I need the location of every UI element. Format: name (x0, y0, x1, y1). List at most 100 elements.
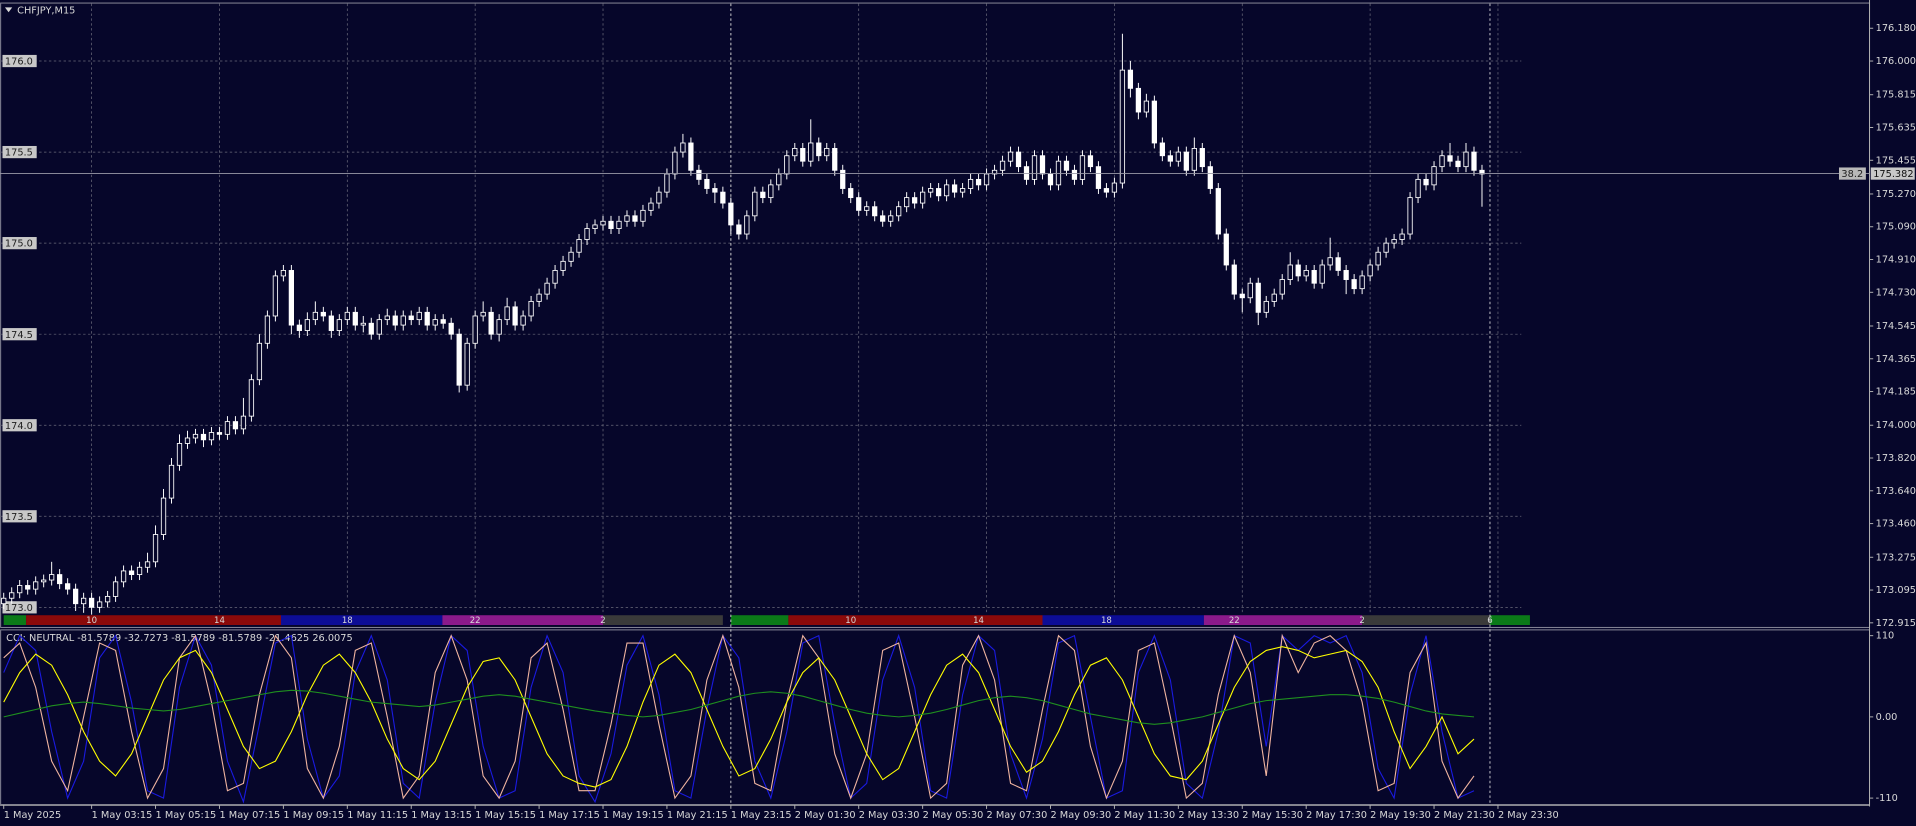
candle-body (160, 497, 167, 535)
x-tick-label: 1 May 23:15 (731, 810, 792, 821)
candle-body (1359, 275, 1365, 290)
candle-body (1, 597, 7, 605)
candle-body (1119, 69, 1126, 184)
candle-body (1183, 151, 1189, 171)
y-tick-label: 174.545 (1876, 321, 1916, 332)
candle-body (736, 224, 742, 235)
session-label: 14 (214, 616, 225, 626)
grid-label: 173.5 (5, 512, 33, 523)
y-tick-label: 174.000 (1876, 420, 1916, 431)
candle-body (1367, 264, 1373, 277)
candle-body (951, 184, 958, 193)
candle-body (656, 191, 662, 204)
candle-body (1199, 148, 1205, 168)
candle-body (152, 534, 159, 563)
x-tick-label: 2 May 17:30 (1306, 810, 1367, 821)
y-tick-label: 175.090 (1876, 222, 1916, 233)
candle-body (432, 319, 438, 326)
candle-body (552, 270, 558, 284)
candle-body (1423, 178, 1429, 186)
grid-label: 175.5 (5, 148, 33, 159)
candle-body (1415, 178, 1421, 199)
session-label: 2 (600, 616, 605, 626)
x-tick-label: 1 May 2025 (4, 810, 61, 821)
candle-body (1399, 233, 1405, 240)
candle-body (840, 169, 846, 189)
grid-label: 173.0 (5, 603, 33, 614)
candle-body (416, 311, 422, 321)
candle-body (352, 311, 358, 326)
candle-body (480, 311, 486, 317)
x-tick-label: 2 May 03:30 (859, 810, 920, 821)
candle-body (896, 206, 902, 217)
y-tick-label: 173.640 (1876, 486, 1916, 497)
candle-body (1255, 282, 1261, 313)
candle-body (216, 432, 223, 435)
candle-body (120, 570, 127, 583)
candle-body (288, 270, 295, 326)
candle-body (1471, 151, 1477, 171)
candle-body (392, 315, 398, 326)
candle-body (424, 311, 430, 326)
x-tick-label: 2 May 23:30 (1498, 810, 1559, 821)
menu-arrow[interactable] (4, 7, 13, 13)
candle-body (328, 315, 334, 331)
candle-body (720, 191, 726, 204)
candle-body (80, 597, 87, 605)
candle-body (1023, 166, 1030, 180)
candle-body (943, 184, 950, 197)
candle-body (1087, 155, 1094, 168)
candle-body (1071, 169, 1078, 180)
candle-body (1231, 264, 1237, 295)
session-label: 18 (1101, 616, 1112, 626)
candle-body (760, 191, 766, 199)
candle-body (1191, 148, 1197, 171)
candle-body (1223, 233, 1229, 266)
candle-body (592, 224, 598, 229)
session-label: 22 (470, 616, 481, 626)
candle-body (664, 173, 670, 193)
y-tick-label: 174.910 (1876, 255, 1916, 266)
chart-title: CHFJPY,M15 (17, 5, 75, 16)
candle-body (368, 322, 374, 335)
candle-body (264, 315, 271, 344)
grid-label-box (2, 328, 37, 341)
candle-body (1431, 166, 1437, 186)
candle-body (1447, 155, 1453, 162)
y-tick-label: 110 (1876, 631, 1895, 642)
candle-body (1247, 282, 1253, 299)
candle-body (1455, 160, 1461, 168)
candle-body (336, 319, 342, 331)
x-tick-label: 2 May 19:30 (1370, 810, 1431, 821)
candle-body (1263, 300, 1269, 313)
candle-body (600, 220, 606, 226)
x-tick-label: 1 May 13:15 (411, 810, 472, 821)
candle-body (536, 293, 542, 302)
candle-body (112, 581, 119, 597)
candle-body (1279, 279, 1285, 295)
candle-body (1127, 69, 1134, 89)
candle-body (464, 342, 470, 386)
candle-body (1351, 279, 1357, 290)
candle-body (488, 311, 494, 335)
x-tick-label: 1 May 03:15 (92, 810, 153, 821)
candle-body (504, 306, 510, 321)
candle-body (672, 151, 678, 175)
y-tick-label: 173.820 (1876, 453, 1916, 464)
x-tick-label: 1 May 09:15 (283, 810, 344, 821)
candle-body (344, 311, 350, 321)
y-tick-label: 175.815 (1876, 90, 1916, 101)
candle-body (800, 148, 806, 162)
x-tick-label: 1 May 21:15 (667, 810, 728, 821)
candle-body (65, 583, 71, 590)
session-band (788, 615, 1043, 625)
candle-body (1143, 100, 1150, 113)
candle-body (1215, 188, 1221, 235)
candle-body (57, 574, 63, 585)
candle-body (1175, 151, 1181, 162)
y-tick-label: 174.185 (1876, 387, 1916, 398)
candle-body (1463, 151, 1469, 168)
candle-body (312, 311, 318, 321)
candle-body (1079, 155, 1086, 180)
candle-body (576, 239, 582, 253)
